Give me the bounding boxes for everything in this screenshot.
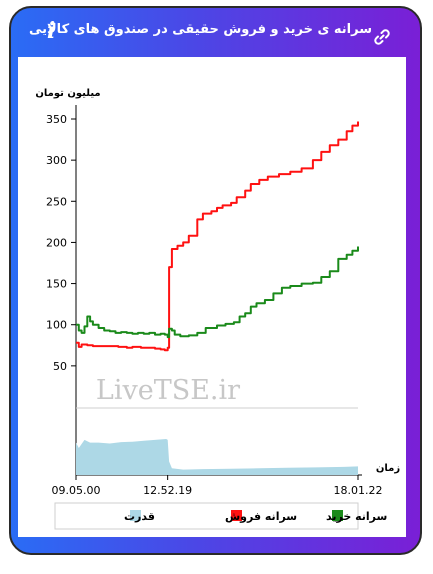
info-icon[interactable]: i <box>47 18 56 44</box>
legend-label: قدرت <box>124 510 155 523</box>
series-buy-line <box>76 246 359 339</box>
y-tick-label: 350 <box>46 113 67 126</box>
x-axis-label: زمان <box>376 463 400 474</box>
legend-box <box>54 502 359 530</box>
watermark: LiveTSE.ir <box>96 375 240 406</box>
chart-svg: 50 100 150 200 250 300 350 میلیون تومان زمان Live… <box>35 88 400 530</box>
legend-label: سرانه خرید <box>326 510 387 523</box>
y-tick-label: 200 <box>46 236 67 249</box>
y-tick-label: 50 <box>53 360 67 373</box>
chart-panel: 50 100 150 200 250 300 350 میلیون تومان زمان Live… <box>18 57 406 537</box>
legend-label: سرانه فروش <box>225 510 297 523</box>
series-power-area <box>76 439 358 475</box>
x-tick-label: 12.52.19 <box>143 484 192 497</box>
x-tick-label: 18.01.22 <box>334 484 383 497</box>
series-sell-line <box>76 121 359 352</box>
legend-swatch <box>231 510 242 521</box>
y-tick-label: 250 <box>46 195 67 208</box>
link-icon[interactable] <box>373 28 391 46</box>
y-axis-label: میلیون تومان <box>35 88 100 99</box>
legend-swatch <box>130 510 141 521</box>
y-tick-label: 150 <box>46 278 67 291</box>
y-tick-label: 100 <box>46 319 67 332</box>
legend-swatch <box>332 510 343 521</box>
y-tick-label: 300 <box>46 154 67 167</box>
chart-title: سرانه ی خرید و فروش حقیقی در صندوق های ک… <box>28 22 372 37</box>
x-tick-label: 09.05.00 <box>52 484 101 497</box>
